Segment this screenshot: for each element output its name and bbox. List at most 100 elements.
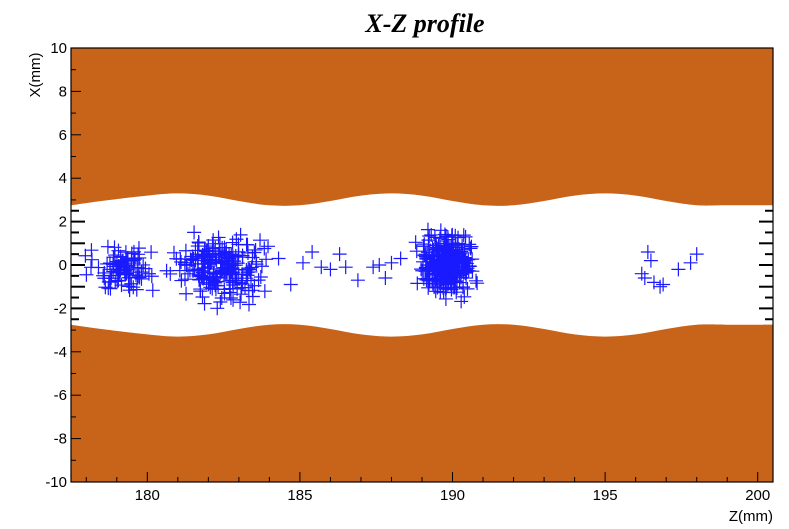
scatter-point — [227, 275, 242, 290]
y-tick-label: -2 — [54, 300, 67, 317]
scatter-point — [656, 277, 671, 292]
scatter-point — [458, 266, 473, 281]
scatter-point — [456, 228, 471, 243]
scatter-point — [372, 258, 387, 272]
y-tick-label: 8 — [59, 83, 67, 100]
scatter-point — [338, 260, 353, 275]
scatter-point — [185, 263, 200, 278]
scatter-point — [247, 278, 262, 293]
plot-area — [70, 47, 774, 483]
scatter-point — [462, 237, 477, 252]
scatter-point — [242, 297, 257, 312]
scatter-point — [637, 271, 652, 286]
scatter-point — [210, 274, 225, 289]
scatter-point — [128, 268, 143, 283]
scatter-point — [124, 276, 139, 291]
scatter-point — [683, 255, 698, 270]
y-tick-label: -4 — [54, 344, 67, 361]
scatter-point — [469, 273, 484, 288]
scatter-point — [430, 267, 445, 282]
scatter-point — [223, 291, 238, 306]
scatter-point — [253, 233, 268, 248]
scatter-point — [79, 267, 94, 282]
scatter-point — [213, 294, 228, 309]
scatter-point — [190, 247, 205, 262]
scatter-point — [422, 228, 437, 243]
scatter-point — [187, 225, 202, 240]
scatter-point — [177, 272, 192, 287]
scatter-point — [166, 245, 181, 260]
scatter-point — [438, 291, 453, 306]
x-tick-label: 200 — [745, 487, 770, 504]
scatter-point — [144, 269, 159, 284]
scatter-point — [248, 242, 263, 257]
scatter-point — [350, 273, 365, 288]
scatter-point — [141, 266, 156, 281]
y-axis-label: X(mm) — [27, 53, 44, 98]
scatter-point — [96, 268, 111, 283]
scatter-point — [445, 240, 460, 255]
scatter-point — [437, 256, 452, 271]
scatter-point — [145, 283, 160, 298]
scatter-point — [208, 275, 223, 290]
scatter-point — [461, 252, 476, 267]
scatter-point — [378, 271, 393, 286]
scatter-point — [458, 229, 473, 244]
scatter-point — [431, 247, 446, 262]
scatter-point — [259, 252, 274, 267]
scatter-point — [84, 243, 99, 258]
scatter-point — [393, 251, 408, 266]
scatter-point — [451, 250, 466, 265]
scatter-point — [323, 262, 338, 277]
scatter-point — [449, 251, 464, 266]
scatter-point — [332, 247, 347, 262]
y-tick-label: 2 — [59, 214, 67, 231]
scatter-point — [210, 301, 225, 316]
scatter-point — [366, 260, 381, 275]
scatter-point — [444, 282, 459, 297]
scatter-point — [305, 244, 320, 259]
x-tick-label: 195 — [593, 487, 618, 504]
scatter-point — [195, 289, 210, 304]
scatter-point — [408, 235, 423, 250]
y-tick-label: 4 — [59, 170, 67, 187]
scatter-point — [433, 223, 448, 238]
scatter-point — [235, 277, 250, 292]
scatter-point — [131, 241, 146, 256]
scatter-point — [179, 286, 194, 301]
scatter-point — [415, 263, 430, 278]
scatter-point — [427, 230, 442, 245]
scatter-point — [438, 253, 453, 268]
scatter-point — [163, 266, 178, 281]
scatter-point — [211, 230, 226, 245]
scatter-point — [421, 280, 436, 295]
scatter-point — [129, 282, 144, 297]
scatter-point — [384, 255, 399, 270]
scatter-point — [178, 243, 193, 258]
scatter-point — [283, 277, 298, 292]
scatter-point — [233, 227, 248, 242]
scatter-point — [225, 235, 240, 250]
scatter-point — [109, 262, 124, 277]
scatter-point — [174, 273, 189, 288]
scatter-point — [417, 237, 432, 252]
scatter-point — [100, 239, 115, 254]
chart-title: X-Z profile — [364, 9, 484, 38]
scatter-point — [456, 265, 471, 280]
scatter-point — [653, 279, 668, 294]
scatter-point — [233, 295, 248, 310]
scatter-point — [640, 244, 655, 259]
scatter-point — [230, 273, 245, 288]
scatter-point — [193, 284, 208, 299]
scatter-point — [222, 267, 237, 282]
scatter-point — [463, 241, 478, 256]
scatter-point — [188, 253, 203, 268]
scatter-point — [226, 292, 241, 307]
scatter-point — [410, 276, 425, 291]
scatter-point — [458, 253, 473, 268]
scatter-point — [83, 260, 98, 275]
scatter-point — [464, 239, 479, 254]
scatter-point — [215, 240, 230, 255]
scatter-point — [173, 252, 188, 267]
